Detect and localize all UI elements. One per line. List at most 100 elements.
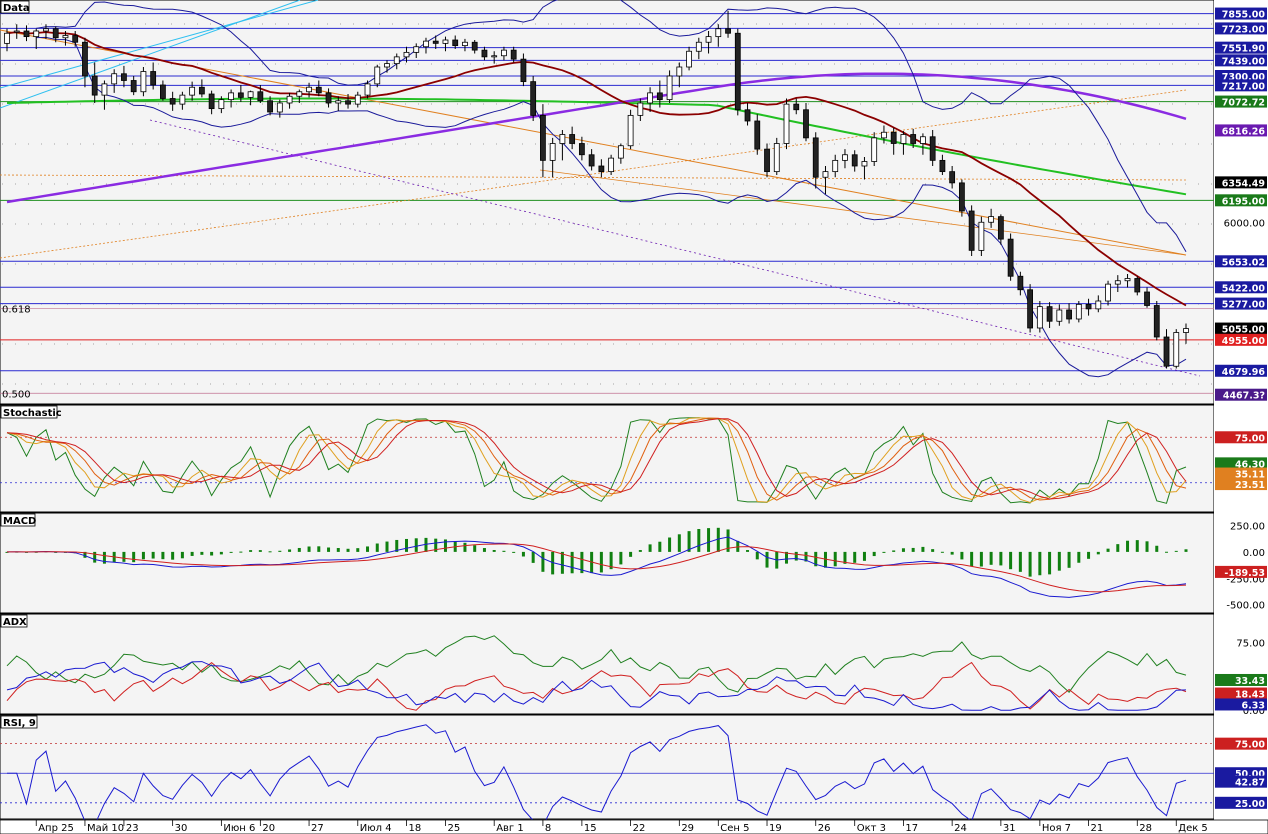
- macd-histogram-bar: [161, 551, 165, 560]
- candle: [1183, 323, 1189, 344]
- candle-body: [52, 28, 59, 39]
- x-tick-label: 8: [545, 823, 551, 834]
- candle: [423, 37, 429, 54]
- candle: [374, 64, 381, 88]
- macd-histogram-bar: [940, 551, 944, 553]
- candle-body: [958, 182, 965, 212]
- candle-body: [861, 161, 868, 167]
- macd-histogram-bar: [414, 538, 418, 552]
- candle: [1144, 287, 1150, 308]
- candle: [929, 130, 936, 166]
- trendline: [0, 174, 1187, 181]
- candle-body: [676, 66, 683, 77]
- macd-histogram-bar: [804, 551, 808, 562]
- candle: [968, 205, 975, 256]
- candle-body: [198, 86, 205, 95]
- macd-histogram-bar: [638, 550, 642, 552]
- candle-body: [354, 94, 361, 105]
- macd-pane[interactable]: MACD: [0, 512, 1215, 614]
- x-tick-label: Апр 25: [38, 823, 74, 834]
- x-tick-label: 17: [905, 823, 918, 834]
- candle-body: [1017, 275, 1024, 291]
- x-tick-label: 29: [681, 823, 694, 834]
- macd-histogram-bar: [395, 539, 399, 552]
- rsi-pane[interactable]: RSI, 9: [0, 714, 1215, 827]
- x-tick-label: 26: [818, 823, 831, 834]
- x-tick-label: Авг 1: [496, 823, 524, 834]
- candle: [130, 76, 137, 96]
- macd-histogram-bar: [1028, 551, 1032, 577]
- axis-tag-bg: [1215, 79, 1267, 92]
- stoch-tag: 23.51: [1215, 478, 1267, 491]
- adx-pane[interactable]: ADX: [0, 613, 1215, 715]
- axis-tag-bg: [1215, 467, 1267, 480]
- stochastic-pane[interactable]: Stochastic: [0, 404, 1215, 513]
- axis-tag-bg: [1215, 737, 1267, 750]
- candle-body: [1134, 278, 1141, 293]
- rsi-tag: 75.00: [1215, 737, 1267, 751]
- candle: [393, 53, 400, 70]
- axis-tag-text: 18.43: [1235, 690, 1265, 701]
- x-tick-label: 31: [1003, 823, 1016, 834]
- candle: [364, 80, 371, 99]
- candle-body: [150, 71, 157, 86]
- macd-histogram-bar: [1048, 551, 1052, 575]
- candle-body: [1036, 306, 1043, 329]
- axis-tick-label: 0.00: [1243, 706, 1265, 717]
- candle: [715, 24, 722, 47]
- axis-tag-bg: [1215, 775, 1267, 788]
- candle: [1124, 274, 1131, 288]
- price-pane[interactable]: 0.618 0.500 Data: [0, 0, 1215, 405]
- macd-histogram-bar: [1009, 551, 1013, 570]
- candle: [82, 37, 88, 88]
- axis-tag-bg: [1215, 388, 1267, 401]
- candle: [783, 98, 790, 150]
- candle: [734, 28, 741, 116]
- macd-histogram-bar: [502, 550, 506, 552]
- adx-pane-title: ADX: [3, 617, 27, 628]
- macd-histogram-bar: [843, 551, 847, 564]
- candle-body: [1066, 309, 1072, 320]
- macd-histogram-bar: [200, 551, 204, 555]
- candle-body: [345, 100, 351, 105]
- macd-histogram-bar: [366, 546, 370, 552]
- x-tick-label: 15: [584, 823, 597, 834]
- macd-histogram-bar: [463, 542, 467, 552]
- axis-tag-bg: [1215, 698, 1267, 711]
- candle: [608, 154, 615, 175]
- candle: [842, 149, 848, 169]
- macd-histogram-bar: [970, 551, 974, 567]
- macd-histogram-bar: [648, 544, 652, 552]
- candle: [666, 70, 673, 103]
- x-tick-label: 27: [311, 823, 324, 834]
- candle-body: [189, 86, 196, 96]
- candle-body: [111, 73, 118, 85]
- candle: [218, 96, 225, 114]
- x-tick-label: Июн 6: [223, 823, 255, 834]
- macd-histogram-bar: [687, 531, 691, 552]
- axis-tag-bg: [1215, 364, 1267, 377]
- macd-histogram-bar: [1018, 551, 1022, 572]
- candle-body: [978, 221, 985, 251]
- candle-body: [384, 63, 390, 68]
- candle: [1046, 302, 1053, 328]
- candle-body: [286, 95, 293, 104]
- candle: [920, 133, 926, 155]
- candle: [345, 94, 351, 109]
- macd-histogram-bar: [1135, 540, 1139, 552]
- axis-tag-bg: [1215, 7, 1267, 20]
- candle-body: [267, 100, 273, 113]
- macd-histogram-bar: [443, 539, 447, 552]
- candle: [442, 36, 449, 52]
- candle: [160, 80, 166, 101]
- candle: [208, 90, 215, 115]
- price-pane-title: Data: [3, 3, 30, 14]
- candle: [1163, 329, 1170, 369]
- axis-tag-bg: [1215, 176, 1267, 189]
- candle-body: [812, 137, 819, 178]
- candle-body: [578, 143, 585, 156]
- candle: [764, 143, 770, 178]
- candle-body: [910, 134, 917, 144]
